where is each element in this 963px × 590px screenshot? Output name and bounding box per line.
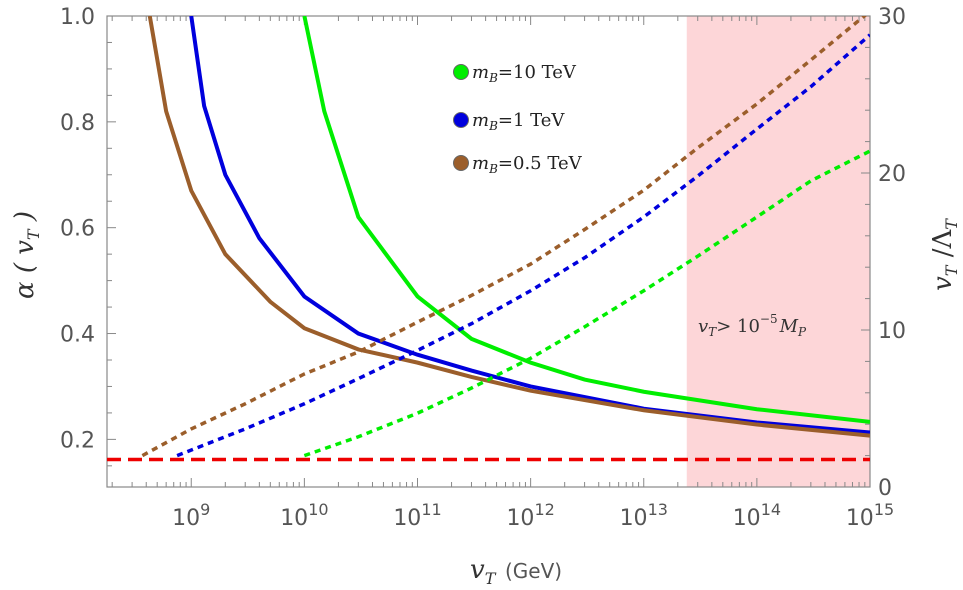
x-tick-label: 1012 [506, 500, 554, 531]
y-left-tick-label: 0.4 [60, 323, 95, 348]
x-tick-label: 1015 [846, 500, 894, 531]
shaded-region-layer [686, 16, 870, 487]
x-tick-label: 109 [172, 500, 210, 531]
legend: mB=10 TeV mB=1 TeV mB=0.5 TeV [453, 62, 583, 176]
y-right-axis-label: vT /ΛT [928, 218, 961, 291]
y-left-axis-label: α ( vT ) [10, 211, 43, 299]
y-right-tick-label: 0 [878, 476, 892, 501]
alpha-curve-2 [147, 16, 870, 438]
ratio-curve-3 [303, 149, 870, 458]
alpha-curve-0 [302, 16, 870, 424]
y-left-tick-label: 0.8 [60, 111, 95, 136]
y-right-axis-ticks: 0 10 20 30 [861, 5, 906, 501]
x-tick-label: 1010 [280, 500, 328, 531]
y-right-tick-label: 10 [878, 319, 906, 344]
y-left-tick-label: 0.6 [60, 217, 95, 242]
x-axis-ticks: 109 1010 1011 1012 1013 1014 1015 [111, 16, 894, 531]
legend-label: mB=1 TeV [472, 110, 565, 133]
ratio-curve-5 [141, 16, 868, 458]
region-annotation: vT> 10−5 MP [698, 312, 807, 339]
legend-marker [453, 64, 469, 80]
x-axis-unit: (GeV) [505, 559, 562, 583]
x-tick-label: 1013 [620, 500, 668, 531]
legend-label: mB=10 TeV [472, 62, 577, 85]
y-right-tick-label: 30 [878, 5, 906, 30]
x-tick-label: 1011 [393, 500, 441, 531]
legend-marker [453, 112, 469, 128]
series-layer [141, 16, 870, 458]
y-right-tick-label: 20 [878, 162, 906, 187]
plot-frame [106, 15, 871, 488]
y-left-tick-label: 0.2 [60, 428, 95, 453]
shaded-region [686, 16, 870, 487]
y-left-tick-label: 1.0 [60, 5, 95, 30]
ratio-curve-4 [176, 33, 870, 458]
y-left-axis-ticks: 0.2 0.4 0.6 0.8 1.0 [60, 5, 116, 467]
axis-labels: vT (GeV) α ( vT ) vT /ΛT [10, 211, 961, 588]
plot-border [106, 15, 871, 488]
annotation-layer: vT> 10−5 MP [698, 312, 807, 339]
legend-marker [453, 155, 469, 171]
x-tick-label: 1014 [733, 500, 781, 531]
x-axis-label: vT [470, 555, 497, 588]
legend-label: mB=0.5 TeV [472, 153, 583, 176]
